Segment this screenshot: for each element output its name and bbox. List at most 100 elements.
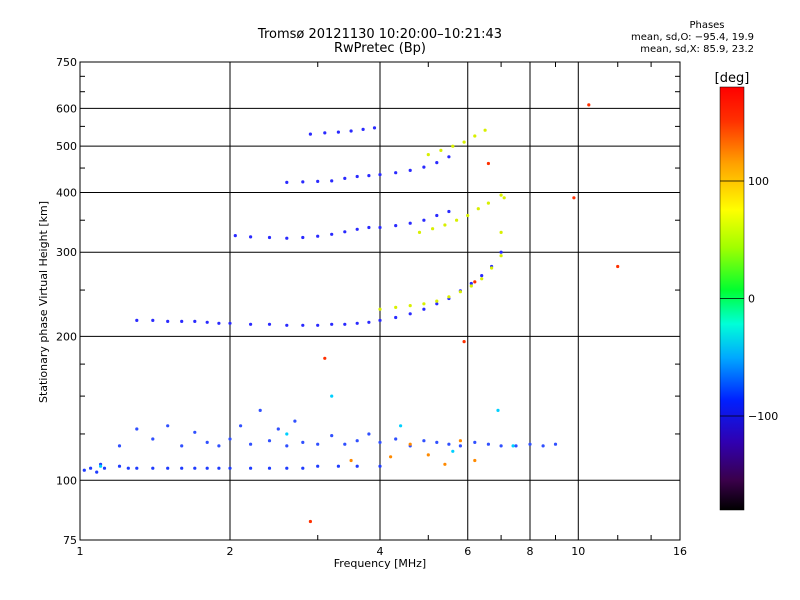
data-point (233, 234, 237, 238)
data-point (422, 218, 426, 222)
data-point (447, 442, 451, 446)
data-point (301, 466, 305, 470)
data-point (99, 464, 103, 468)
data-point (473, 458, 477, 463)
data-point (399, 424, 403, 428)
data-point (330, 179, 334, 183)
data-point (367, 225, 371, 230)
data-point (205, 466, 209, 470)
data-point (476, 207, 480, 211)
data-point (343, 230, 347, 234)
data-point (422, 165, 426, 169)
data-point (378, 464, 382, 468)
colorbar-tick-label: 0 (748, 293, 755, 306)
data-point (258, 408, 262, 412)
data-point (408, 168, 412, 172)
data-point (417, 230, 422, 234)
data-point (355, 174, 359, 179)
data-points (82, 103, 620, 524)
data-point (285, 432, 289, 436)
data-point (343, 442, 347, 446)
data-point (308, 132, 312, 136)
data-point (443, 223, 447, 227)
y-tick-label: 400 (56, 186, 77, 199)
data-point (394, 305, 398, 309)
data-point (541, 444, 545, 448)
data-point (367, 320, 371, 324)
data-point (422, 302, 426, 306)
data-point (151, 466, 155, 470)
data-point (228, 437, 232, 441)
data-point (458, 290, 462, 294)
x-tick-label: 6 (464, 545, 471, 558)
data-point (193, 466, 197, 470)
data-point (389, 455, 393, 459)
grid-lines (80, 62, 680, 540)
data-point (394, 315, 398, 320)
data-point (228, 466, 232, 470)
data-point (408, 221, 412, 225)
data-point (316, 234, 320, 238)
y-axis-label: Stationary phase Virtual Height [km] (37, 201, 50, 403)
data-point (469, 284, 473, 288)
data-point (361, 127, 365, 131)
y-tick-label: 500 (56, 140, 77, 153)
data-point (285, 180, 289, 184)
data-point (336, 464, 340, 468)
data-point (301, 180, 305, 184)
y-tick-label: 600 (56, 102, 77, 115)
data-point (469, 281, 473, 286)
data-point (490, 266, 494, 270)
colorbar: [deg] 100 0 −100 (715, 71, 778, 511)
data-point (151, 318, 155, 322)
data-point (285, 466, 289, 470)
data-point (267, 439, 272, 443)
data-point (572, 196, 576, 200)
data-point (587, 103, 591, 107)
data-point (499, 254, 503, 258)
phase-stats: Phases mean, sd,O: −95.4, 19.9 mean, sd,… (560, 20, 754, 56)
data-point (435, 302, 439, 306)
data-point (267, 235, 272, 240)
x-tick-label: 10 (571, 545, 585, 558)
data-point (447, 295, 451, 299)
data-point (553, 442, 558, 446)
data-point (455, 218, 459, 222)
data-point (439, 148, 443, 152)
plot-frame (79, 61, 681, 541)
data-point (316, 323, 320, 327)
data-point (323, 356, 327, 360)
data-point (330, 434, 334, 438)
y-axis-ticks: 75 100 200 300 400 500 600 750 (56, 56, 680, 547)
x-tick-label: 4 (377, 545, 384, 558)
data-point (394, 224, 398, 228)
data-point (102, 466, 107, 470)
data-point (166, 424, 170, 428)
data-point (462, 140, 466, 144)
data-point (473, 134, 477, 138)
data-point (249, 442, 253, 446)
data-point (447, 155, 451, 159)
y-tick-label: 300 (56, 246, 77, 259)
data-point (205, 440, 209, 444)
data-point (435, 440, 439, 444)
data-point (496, 408, 500, 412)
data-point (249, 235, 253, 239)
data-point (355, 321, 359, 325)
colorbar-tick-label: 100 (748, 175, 769, 188)
data-point (301, 323, 305, 327)
data-point (378, 225, 382, 230)
data-point (89, 466, 93, 470)
data-point (205, 320, 209, 324)
data-point (180, 319, 184, 323)
data-point (473, 440, 477, 444)
data-point (435, 299, 439, 303)
data-point (249, 466, 253, 470)
data-point (267, 466, 272, 470)
data-point (443, 462, 447, 466)
data-point (458, 444, 462, 448)
y-tick-label: 75 (63, 534, 77, 547)
data-point (435, 161, 439, 165)
data-point (480, 277, 484, 281)
data-point (486, 442, 490, 446)
